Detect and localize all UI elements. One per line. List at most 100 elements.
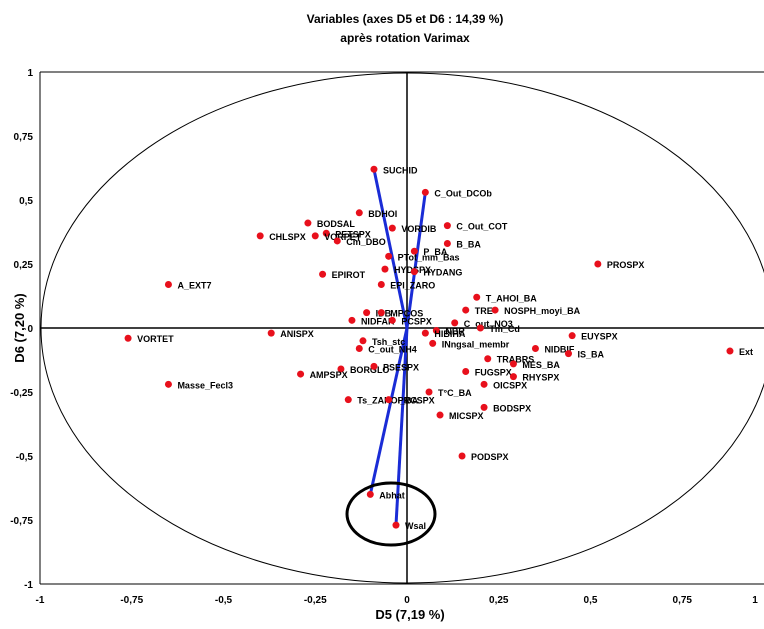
data-point [564, 350, 572, 358]
data-point [377, 309, 385, 317]
data-point [337, 365, 345, 373]
point-label: EPIROT [332, 270, 366, 280]
point-label: Abhat [379, 490, 405, 500]
y-tick-label: 0,75 [14, 132, 34, 143]
point-label: Masse_Fecl3 [177, 380, 233, 390]
data-point [480, 380, 488, 388]
point-label: Wsal [405, 521, 426, 531]
data-point [443, 222, 451, 230]
point-label: RHYSPX [522, 373, 559, 383]
y-axis-label: D6 (7,20 %) [12, 293, 27, 362]
data-point [484, 355, 492, 363]
point-label: BORGLO [350, 365, 390, 375]
x-tick-label: -0,75 [120, 595, 143, 606]
data-point [421, 329, 429, 337]
point-label: Cm_DBO [346, 237, 386, 247]
point-label: C_Out_DCOb [434, 188, 492, 198]
data-point [319, 270, 327, 278]
point-label: NIDBIF [544, 344, 574, 354]
point-label: T_AHOI_BA [486, 293, 538, 303]
vectors [368, 168, 427, 526]
data-point [425, 388, 433, 396]
data-point [164, 280, 172, 288]
point-label: MICSPX [449, 411, 484, 421]
data-point [267, 329, 275, 337]
x-tick-label: 0,75 [673, 595, 693, 606]
point-label: A_EXT7 [177, 280, 211, 290]
chart-title-line2: après rotation Varimax [340, 31, 470, 45]
point-label: EPI_ZARO [390, 280, 435, 290]
point-label: PSESPX [383, 362, 419, 372]
x-axis-label: D5 (7,19 %) [375, 607, 444, 622]
data-point [410, 268, 418, 276]
data-point [388, 224, 396, 232]
x-tick-labels: -1 -0,75 -0,5 -0,25 0 0,25 0,5 0,75 1 [36, 595, 759, 606]
point-label: AMPSPX [310, 370, 348, 380]
data-point [333, 237, 341, 245]
point-label: Tsh_stc [372, 337, 405, 347]
y-tick-label: -1 [24, 580, 33, 591]
data-point [355, 209, 363, 217]
point-label: FUGSPX [475, 368, 512, 378]
data-point [297, 370, 305, 378]
point-label: HYDANG [423, 268, 462, 278]
x-tick-label: 0 [404, 595, 410, 606]
data-point [421, 188, 429, 196]
point-label: C_out_NO3 [464, 319, 513, 329]
point-label: VORTET [137, 334, 174, 344]
data-point [451, 319, 459, 327]
data-point [304, 219, 312, 227]
data-point [124, 334, 132, 342]
y-tick-label: -0,5 [16, 452, 34, 463]
data-point [491, 306, 499, 314]
points: SUCHID C_Out_DCOb BDHOI C_Out_COT BODSALPETS… [124, 165, 753, 531]
data-point [476, 324, 484, 332]
data-point [480, 403, 488, 411]
point-label: T°C_BA [438, 388, 472, 398]
vector-arrow [394, 327, 409, 526]
x-tick-label: 0,25 [489, 595, 509, 606]
data-point [256, 232, 264, 240]
data-point [509, 360, 517, 368]
data-point [429, 339, 437, 347]
data-point [458, 452, 466, 460]
point-label: PTot_mm_Bas [398, 252, 460, 262]
highlight-circle [345, 481, 437, 547]
point-label: PRCSPX [398, 396, 435, 406]
data-point [462, 368, 470, 376]
point-label: PODSPX [471, 452, 509, 462]
data-point [462, 306, 470, 314]
y-tick-label: 0 [27, 324, 33, 335]
x-tick-label: -0,5 [215, 595, 233, 606]
point-label: HIBIHA [434, 329, 465, 339]
point-label: NBR [445, 327, 465, 337]
point-label: EUYSPX [581, 332, 618, 342]
data-point [594, 260, 602, 268]
point-label: C_out_NH4 [368, 344, 417, 354]
data-point [366, 490, 374, 498]
y-tick-label: 1 [27, 68, 33, 79]
data-point [568, 332, 576, 340]
vector-arrow [372, 168, 409, 329]
point-label: NIDFAR [361, 316, 395, 326]
data-point [377, 280, 385, 288]
data-point [509, 373, 517, 381]
data-point [370, 362, 378, 370]
data-point [370, 165, 378, 173]
data-point [381, 265, 389, 273]
data-point [311, 232, 319, 240]
x-tick-label: -1 [36, 595, 45, 606]
data-point [385, 252, 393, 260]
data-point [348, 316, 356, 324]
point-label: NOSPH_moyi_BA [504, 306, 581, 316]
data-point [388, 316, 396, 324]
point-label: BODSPX [493, 403, 531, 413]
point-label: PETSPX [335, 229, 371, 239]
data-point [359, 337, 367, 345]
data-point [322, 229, 330, 237]
point-label: PROSPX [607, 260, 645, 270]
point-label: SUCHID [383, 165, 418, 175]
point-label: VORPET [324, 232, 362, 242]
chart-title-line1: Variables (axes D5 et D6 : 14,39 %) [307, 12, 504, 26]
